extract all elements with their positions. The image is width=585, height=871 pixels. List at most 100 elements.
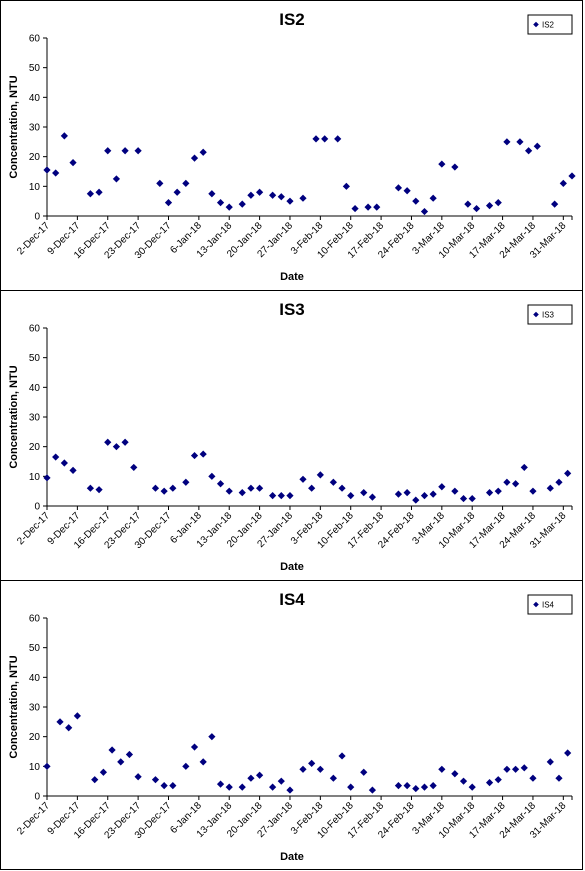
data-point xyxy=(99,768,108,776)
data-point xyxy=(247,774,255,782)
data-point xyxy=(134,773,142,781)
data-point xyxy=(394,184,403,192)
data-point xyxy=(121,147,129,155)
y-tick-label: 20 xyxy=(29,152,41,163)
data-point xyxy=(503,765,511,773)
y-tick-label: 10 xyxy=(29,762,41,773)
data-point xyxy=(160,782,168,790)
data-point xyxy=(529,774,537,782)
legend: IS4 xyxy=(527,594,573,615)
data-point xyxy=(160,487,168,495)
data-point xyxy=(451,770,459,778)
data-point xyxy=(60,459,68,467)
data-point xyxy=(43,474,51,482)
data-point xyxy=(420,207,429,216)
data-point xyxy=(95,486,103,494)
data-point xyxy=(151,484,160,492)
data-point xyxy=(121,438,129,446)
y-tick-label: 10 xyxy=(29,472,41,483)
y-tick-label: 0 xyxy=(34,502,40,513)
data-point xyxy=(43,762,51,770)
data-point xyxy=(312,135,320,143)
data-point xyxy=(451,487,459,495)
chart-is4: IS401020304050602-Dec-179-Dec-1716-Dec-1… xyxy=(8,590,573,863)
data-point xyxy=(130,463,138,472)
data-point xyxy=(338,752,346,760)
data-point xyxy=(208,733,216,741)
data-point xyxy=(503,138,511,146)
legend-marker-diamond xyxy=(533,21,539,28)
data-point xyxy=(238,783,246,791)
data-point xyxy=(546,758,554,766)
data-point xyxy=(299,765,307,773)
data-point xyxy=(555,478,563,486)
y-tick-label: 50 xyxy=(29,643,41,654)
data-point xyxy=(269,492,277,500)
data-point xyxy=(420,783,429,791)
data-point xyxy=(134,147,142,155)
data-point xyxy=(56,718,64,726)
data-point xyxy=(277,492,285,500)
data-point xyxy=(329,478,337,486)
data-point xyxy=(108,746,116,754)
data-point xyxy=(546,484,554,492)
data-point xyxy=(190,743,199,751)
data-point xyxy=(299,475,307,483)
data-point xyxy=(564,469,572,477)
data-point xyxy=(533,142,541,150)
data-point xyxy=(52,453,60,461)
y-tick-label: 40 xyxy=(29,383,41,394)
data-point xyxy=(316,765,324,773)
data-point xyxy=(403,489,411,497)
data-point xyxy=(164,199,173,207)
y-axis-label: Concentration, NTU xyxy=(8,75,20,178)
data-point xyxy=(494,199,502,207)
data-point xyxy=(394,490,403,498)
y-axis-label: Concentration, NTU xyxy=(8,655,20,758)
data-point xyxy=(429,782,437,790)
data-point xyxy=(65,724,73,732)
data-point xyxy=(199,450,207,458)
data-point xyxy=(412,197,420,205)
data-point xyxy=(564,749,572,757)
y-tick-label: 0 xyxy=(34,792,40,803)
data-point xyxy=(459,777,468,785)
data-point xyxy=(438,483,446,491)
data-point xyxy=(256,771,264,779)
data-point xyxy=(199,758,207,766)
data-point xyxy=(516,138,524,146)
data-point xyxy=(347,783,355,791)
chart-is2: IS201020304050602-Dec-179-Dec-1716-Dec-1… xyxy=(8,10,576,283)
data-point xyxy=(559,179,567,187)
data-point xyxy=(169,782,177,790)
data-point xyxy=(190,451,199,460)
data-point xyxy=(269,783,277,791)
legend: IS2 xyxy=(527,14,573,35)
legend-marker-diamond xyxy=(533,601,539,608)
data-point xyxy=(412,496,420,504)
data-point xyxy=(485,489,494,497)
chart-panel-is2: IS2 0 10 20 30 40 50 60 2-Dec-17 9-Dec-17 16-Dec-1… xyxy=(0,0,583,291)
y-tick-label: 50 xyxy=(29,353,41,364)
data-point xyxy=(351,204,359,213)
data-point xyxy=(520,764,528,772)
chart-title: IS4 xyxy=(279,590,305,609)
legend-marker-diamond xyxy=(533,311,539,318)
data-point xyxy=(503,478,511,486)
data-point xyxy=(104,147,112,155)
data-point xyxy=(468,494,476,503)
data-point xyxy=(551,200,559,208)
data-point xyxy=(52,169,60,177)
data-point xyxy=(238,200,246,208)
data-point xyxy=(459,494,468,503)
data-point xyxy=(338,484,346,492)
data-point xyxy=(216,480,225,488)
data-point xyxy=(91,776,99,784)
data-point xyxy=(555,774,563,782)
data-point xyxy=(43,166,51,174)
data-point xyxy=(277,193,285,201)
data-point xyxy=(247,191,255,199)
data-point xyxy=(494,776,502,784)
data-point xyxy=(412,784,420,793)
data-point xyxy=(190,154,199,162)
